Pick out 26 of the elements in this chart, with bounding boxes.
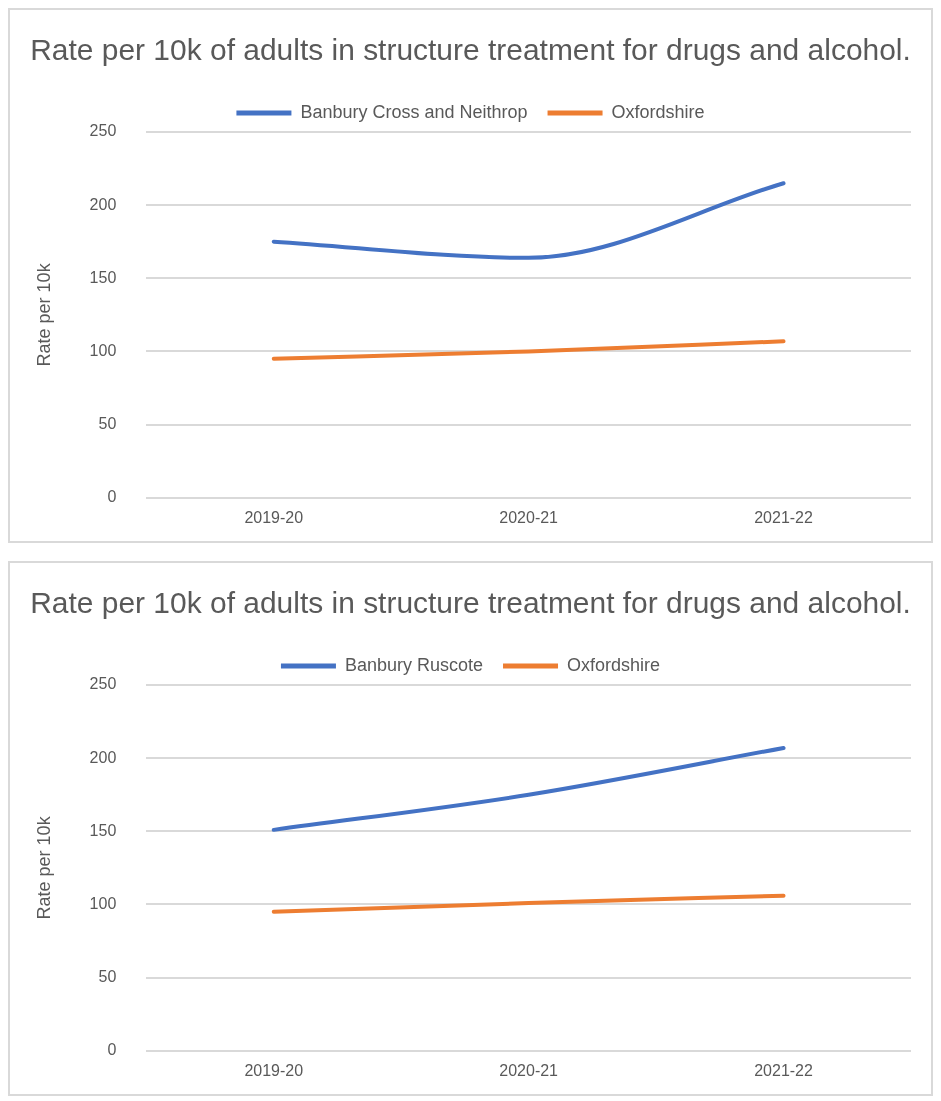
x-tick-label: 2021-22 (754, 1061, 814, 1079)
x-tick-label: 2020-21 (499, 508, 559, 526)
x-tick-label: 2021-22 (754, 508, 814, 526)
chart-title: Rate per 10k of adults in structure treatment for drugs and alcohol. (30, 33, 911, 67)
y-tick-label: 200 (89, 195, 117, 213)
legend-label: Oxfordshire (611, 101, 705, 122)
y-tick-label: 50 (98, 415, 117, 433)
legend-label: Banbury Cross and Neithrop (300, 101, 528, 122)
legend-label: Oxfordshire (567, 654, 661, 675)
x-tick-label: 2019-20 (244, 1061, 304, 1079)
y-axis-title: Rate per 10k (33, 815, 54, 920)
y-tick-label: 50 (98, 968, 117, 986)
y-tick-label: 150 (89, 821, 117, 839)
chart-title: Rate per 10k of adults in structure treatment for drugs and alcohol. (30, 586, 911, 620)
y-tick-label: 250 (89, 122, 117, 140)
y-tick-label: 150 (89, 268, 117, 286)
y-axis-title: Rate per 10k (33, 262, 54, 367)
y-tick-label: 100 (89, 894, 117, 912)
y-tick-label: 100 (89, 341, 117, 359)
y-tick-label: 0 (107, 1041, 117, 1059)
y-tick-label: 0 (107, 488, 117, 506)
x-tick-label: 2020-21 (499, 1061, 559, 1079)
x-tick-label: 2019-20 (244, 508, 304, 526)
legend-label: Banbury Ruscote (344, 654, 484, 675)
y-tick-label: 200 (89, 748, 117, 766)
y-tick-label: 250 (89, 675, 117, 693)
